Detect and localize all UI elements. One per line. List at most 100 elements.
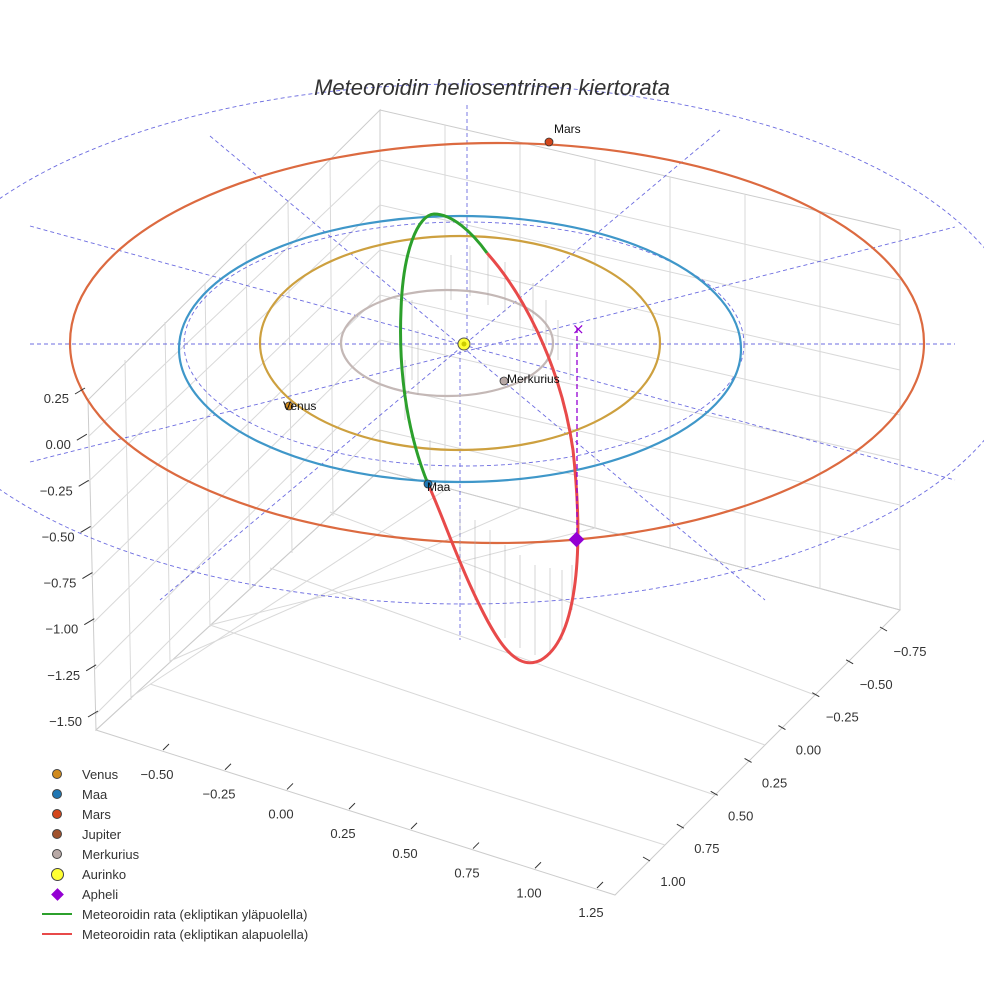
legend-symbol xyxy=(40,764,74,784)
z-axis-tick-label: −1.00 xyxy=(45,622,78,637)
legend-symbol xyxy=(40,784,74,804)
z-axis-tick-mark xyxy=(85,664,97,672)
y-axis-tick-label: 1.00 xyxy=(660,874,685,889)
z-axis-tick-mark xyxy=(76,433,88,441)
legend-dot-lg-marker xyxy=(50,867,64,881)
x-axis-tick-label: 0.50 xyxy=(392,846,417,861)
venus-orbit xyxy=(258,234,662,452)
legend-label: Maa xyxy=(82,786,108,802)
z-axis-tick-mark xyxy=(82,572,93,580)
y-axis-tick-mark xyxy=(642,856,651,862)
z-axis-tick-mark xyxy=(74,387,86,395)
x-axis-tick-label: 1.25 xyxy=(578,905,603,920)
legend-symbol xyxy=(40,904,74,924)
legend-dot-marker xyxy=(52,829,62,839)
y-axis-tick-mark xyxy=(879,626,888,632)
axis-ticks: −0.50 −0.25 0.00 0.25 0.50 0.75 1.00 1.25 −0.75 −… xyxy=(40,387,927,920)
legend-symbol xyxy=(40,824,74,844)
merkurius-label: Merkurius xyxy=(507,372,560,386)
legend-label: Jupiter xyxy=(82,826,122,842)
x-axis-tick-mark xyxy=(286,783,294,790)
mars-marker xyxy=(544,137,554,147)
z-axis-tick-label: −0.50 xyxy=(42,529,75,544)
z-axis-tick-label: −0.75 xyxy=(44,576,77,591)
legend-item[interactable]: Aurinko xyxy=(40,864,308,884)
x-axis-tick-mark xyxy=(162,743,170,751)
merkurius-orbit xyxy=(339,288,555,398)
aphelion-marker xyxy=(568,531,585,548)
z-axis-tick-label: 0.00 xyxy=(46,437,71,452)
meteoroid-orbit-above xyxy=(399,212,489,485)
drop-lines xyxy=(404,246,573,655)
legend-item[interactable]: Meteoroidin rata (ekliptikan alapuolella… xyxy=(40,924,308,944)
z-axis-tick-label: −0.25 xyxy=(40,483,73,498)
y-axis-tick-label: 0.00 xyxy=(796,743,821,758)
legend-label: Mars xyxy=(82,806,111,822)
x-axis-tick-label: 0.25 xyxy=(330,826,355,841)
z-axis-tick-label: 0.25 xyxy=(44,391,69,406)
legend-line-marker xyxy=(42,913,72,915)
y-axis-tick-mark xyxy=(744,757,752,763)
legend-item[interactable]: Venus xyxy=(40,764,308,784)
legend-dot-marker xyxy=(52,769,62,779)
y-axis-tick-label: −0.75 xyxy=(894,644,927,659)
legend-label: Meteoroidin rata (ekliptikan alapuolella… xyxy=(82,926,309,942)
venus-marker xyxy=(284,401,294,411)
x-axis-tick-mark xyxy=(596,881,604,889)
legend-item[interactable]: Merkurius xyxy=(40,844,308,864)
legend-label: Venus xyxy=(82,766,119,782)
legend-symbol xyxy=(40,804,74,824)
y-axis-tick-label: −0.25 xyxy=(826,710,859,725)
y-axis-tick-mark xyxy=(845,659,854,665)
maa-label: Maa xyxy=(427,480,451,494)
z-axis-tick-mark xyxy=(84,618,95,626)
legend-label: Apheli xyxy=(82,886,119,902)
x-axis-tick-label: 1.00 xyxy=(516,885,541,900)
y-axis-tick-label: 0.75 xyxy=(694,841,719,856)
z-axis-tick-mark xyxy=(78,479,89,487)
sun-core xyxy=(461,341,467,347)
y-axis-tick-mark xyxy=(676,823,685,829)
y-axis-tick-mark xyxy=(778,725,786,731)
x-axis-tick-mark xyxy=(472,842,480,849)
legend-item[interactable]: Meteoroidin rata (ekliptikan yläpuolella… xyxy=(40,904,308,924)
legend-label: Aurinko xyxy=(82,866,127,882)
y-axis-tick-mark xyxy=(710,790,718,796)
x-axis-tick-label: −0.25 xyxy=(203,787,236,802)
legend-item[interactable]: Apheli xyxy=(40,884,308,904)
legend-dot-marker xyxy=(52,809,62,819)
maa-orbit xyxy=(177,214,743,484)
legend-diamond-marker xyxy=(50,887,64,901)
legend-item[interactable]: Jupiter xyxy=(40,824,308,844)
z-axis-tick-label: −1.50 xyxy=(49,714,82,729)
y-axis-tick-label: 0.50 xyxy=(728,808,753,823)
x-axis-tick-mark xyxy=(224,763,232,771)
legend-item[interactable]: Maa xyxy=(40,784,308,804)
legend-symbol xyxy=(40,844,74,864)
mars-label: Mars xyxy=(554,122,581,136)
legend-symbol xyxy=(40,924,74,944)
merkurius-marker xyxy=(499,376,509,386)
z-axis-tick-mark xyxy=(80,525,91,533)
x-axis-tick-label: −0.50 xyxy=(141,767,174,782)
legend-line-marker xyxy=(42,933,72,935)
aphelion-projection-marker: × xyxy=(572,320,585,338)
legend-label: Merkurius xyxy=(82,846,140,862)
x-axis-tick-mark xyxy=(348,802,356,810)
legend: Venus Maa Mars Jupiter Merkurius Aurinko Aphel… xyxy=(40,764,308,944)
legend-item[interactable]: Mars xyxy=(40,804,308,824)
maa-marker xyxy=(423,479,433,489)
x-axis-tick-label: 0.00 xyxy=(268,806,293,821)
x-axis-tick-label: 0.75 xyxy=(454,866,479,881)
y-axis-tick-label: −0.50 xyxy=(860,677,893,692)
chart-title: Meteoroidin heliosentrinen kiertorata xyxy=(314,75,670,100)
legend-label: Meteoroidin rata (ekliptikan yläpuolella… xyxy=(82,906,308,922)
meteoroid-orbit-below xyxy=(426,252,580,665)
x-axis-tick-mark xyxy=(410,822,418,830)
z-axis-tick-mark xyxy=(87,710,99,718)
y-axis-tick-mark xyxy=(812,692,820,698)
legend-dot-marker xyxy=(52,849,62,859)
planet-orbits xyxy=(68,141,926,545)
y-axis-tick-label: 0.25 xyxy=(762,775,787,790)
